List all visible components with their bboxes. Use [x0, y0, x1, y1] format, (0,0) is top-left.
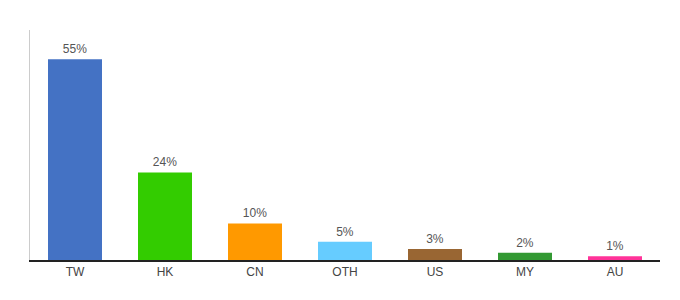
svg-text:OTH: OTH	[332, 265, 357, 279]
svg-text:TW: TW	[66, 265, 85, 279]
svg-text:10%: 10%	[243, 206, 267, 220]
svg-text:1%: 1%	[606, 239, 624, 253]
svg-text:5%: 5%	[336, 225, 354, 239]
svg-text:US: US	[427, 265, 444, 279]
svg-text:55%: 55%	[63, 42, 87, 56]
svg-text:2%: 2%	[516, 236, 534, 250]
svg-text:3%: 3%	[426, 232, 444, 246]
svg-text:AU: AU	[607, 265, 624, 279]
svg-text:MY: MY	[516, 265, 534, 279]
svg-text:CN: CN	[246, 265, 263, 279]
svg-text:24%: 24%	[153, 155, 177, 169]
svg-text:HK: HK	[157, 265, 174, 279]
